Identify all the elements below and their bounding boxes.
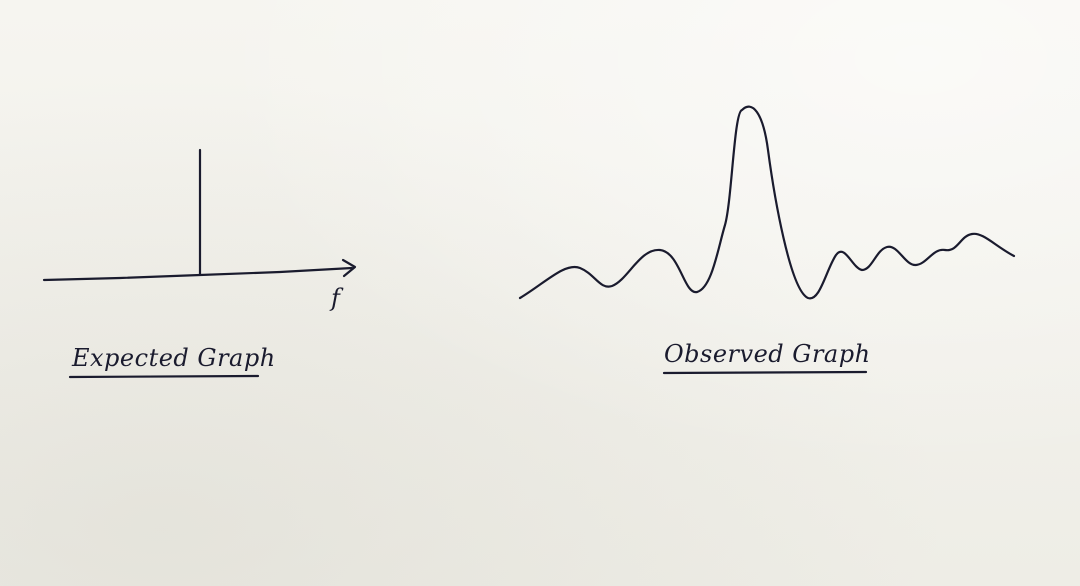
expected-graph xyxy=(42,148,357,282)
expected-frequency-axis xyxy=(42,266,354,282)
expected-graph-caption: Expected Graph xyxy=(72,344,276,372)
expected-caption-underline xyxy=(68,374,260,379)
observed-graph-caption: Observed Graph xyxy=(664,340,871,368)
observed-graph xyxy=(518,105,1016,300)
observed-caption-underline xyxy=(662,370,868,375)
observed-waveform xyxy=(518,105,1016,300)
expected-axis-arrowhead xyxy=(341,258,357,278)
frequency-axis-label: f xyxy=(331,284,340,312)
